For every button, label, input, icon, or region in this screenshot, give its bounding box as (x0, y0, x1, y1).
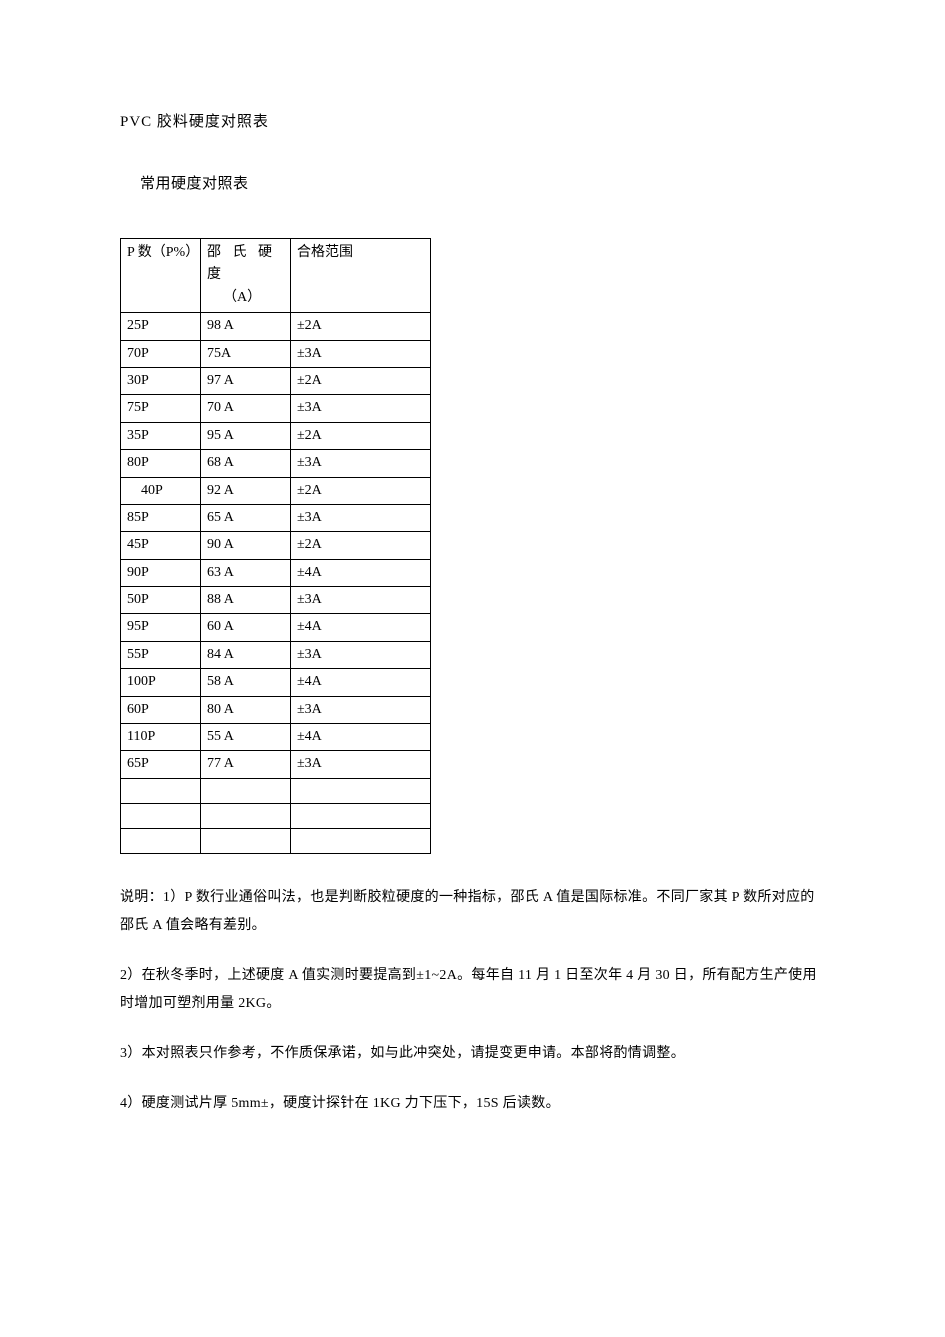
table-row: 60P80 A±3A (121, 696, 431, 723)
note-1: 说明：1）P 数行业通俗叫法，也是判断胶粒硬度的一种指标，邵氏 A 值是国际标准… (120, 884, 825, 940)
table-cell: ±2A (291, 313, 431, 340)
table-cell: 55P (121, 641, 201, 668)
table-header-row: P 数（P%） 邵 氏 硬 度 （A） 合格范围 (121, 239, 431, 313)
table-cell: 100P (121, 669, 201, 696)
table-row: 75P70 A±3A (121, 395, 431, 422)
table-cell: ±3A (291, 696, 431, 723)
table-cell: 60P (121, 696, 201, 723)
table-cell: ±3A (291, 450, 431, 477)
table-row: 110P55 A±4A (121, 724, 431, 751)
table-cell (201, 778, 291, 803)
table-row (121, 828, 431, 853)
table-cell: 70P (121, 340, 201, 367)
table-cell: 80 A (201, 696, 291, 723)
table-row: 95P60 A±4A (121, 614, 431, 641)
table-cell: 55 A (201, 724, 291, 751)
table-cell: ±4A (291, 669, 431, 696)
note-3: 3）本对照表只作参考，不作质保承诺，如与此冲突处，请提变更申请。本部将酌情调整。 (120, 1040, 825, 1068)
table-cell: 65P (121, 751, 201, 778)
col-header-shore-line1: 邵 氏 硬 度 (207, 242, 284, 287)
table-cell (291, 828, 431, 853)
col-header-shore: 邵 氏 硬 度 （A） (201, 239, 291, 313)
table-row: 100P58 A±4A (121, 669, 431, 696)
table-cell: 88 A (201, 587, 291, 614)
table-cell: 30P (121, 367, 201, 394)
table-row: 50P88 A±3A (121, 587, 431, 614)
table-cell (121, 828, 201, 853)
table-row: 85P65 A±3A (121, 504, 431, 531)
table-cell: 60 A (201, 614, 291, 641)
table-cell: 50P (121, 587, 201, 614)
table-row: 55P84 A±3A (121, 641, 431, 668)
table-row: 65P77 A±3A (121, 751, 431, 778)
table-cell: 85P (121, 504, 201, 531)
note-4: 4）硬度测试片厚 5mm±，硬度计探针在 1KG 力下压下，15S 后读数。 (120, 1090, 825, 1118)
table-cell (291, 803, 431, 828)
table-cell: ±3A (291, 587, 431, 614)
table-cell: 90 A (201, 532, 291, 559)
table-cell: 65 A (201, 504, 291, 531)
table-cell: ±3A (291, 641, 431, 668)
table-cell: 98 A (201, 313, 291, 340)
table-cell: 25P (121, 313, 201, 340)
table-cell: ±3A (291, 504, 431, 531)
table-row: 45P90 A±2A (121, 532, 431, 559)
table-row: 30P97 A±2A (121, 367, 431, 394)
table-cell: ±4A (291, 614, 431, 641)
note-2: 2）在秋冬季时，上述硬度 A 值实测时要提高到±1~2A。每年自 11 月 1 … (120, 962, 825, 1018)
table-cell: 75P (121, 395, 201, 422)
hardness-table: P 数（P%） 邵 氏 硬 度 （A） 合格范围 25P98 A±2A70P75… (120, 238, 431, 854)
table-cell: ±3A (291, 751, 431, 778)
table-cell: 75A (201, 340, 291, 367)
table-cell (201, 828, 291, 853)
table-cell: ±3A (291, 340, 431, 367)
table-cell (121, 778, 201, 803)
col-header-p: P 数（P%） (121, 239, 201, 313)
table-cell: 68 A (201, 450, 291, 477)
table-cell: ±2A (291, 477, 431, 504)
table-row: 70P75A±3A (121, 340, 431, 367)
table-cell: ±2A (291, 422, 431, 449)
table-cell: 35P (121, 422, 201, 449)
table-row: 80P68 A±3A (121, 450, 431, 477)
table-cell: 80P (121, 450, 201, 477)
table-cell: 77 A (201, 751, 291, 778)
table-row: 40P92 A±2A (121, 477, 431, 504)
table-cell: 40P (121, 477, 201, 504)
table-cell: 63 A (201, 559, 291, 586)
table-row: 35P95 A±2A (121, 422, 431, 449)
table-cell: 90P (121, 559, 201, 586)
table-cell (291, 778, 431, 803)
table-cell (121, 803, 201, 828)
table-cell: 95P (121, 614, 201, 641)
table-cell: 97 A (201, 367, 291, 394)
table-row: 90P63 A±4A (121, 559, 431, 586)
table-body: 25P98 A±2A70P75A±3A30P97 A±2A75P70 A±3A3… (121, 313, 431, 854)
table-cell: 70 A (201, 395, 291, 422)
table-cell (201, 803, 291, 828)
table-cell: 84 A (201, 641, 291, 668)
table-cell: ±3A (291, 395, 431, 422)
table-cell: ±2A (291, 367, 431, 394)
page-title: PVC 胶料硬度对照表 (120, 110, 825, 134)
table-cell: ±4A (291, 724, 431, 751)
table-cell: 92 A (201, 477, 291, 504)
page-subtitle: 常用硬度对照表 (140, 172, 825, 196)
table-row (121, 803, 431, 828)
table-cell: ±4A (291, 559, 431, 586)
table-cell: 58 A (201, 669, 291, 696)
table-cell: 45P (121, 532, 201, 559)
table-cell: 95 A (201, 422, 291, 449)
col-header-shore-line2: （A） (207, 287, 284, 309)
table-row: 25P98 A±2A (121, 313, 431, 340)
col-header-range: 合格范围 (291, 239, 431, 313)
table-row (121, 778, 431, 803)
table-cell: 110P (121, 724, 201, 751)
table-cell: ±2A (291, 532, 431, 559)
